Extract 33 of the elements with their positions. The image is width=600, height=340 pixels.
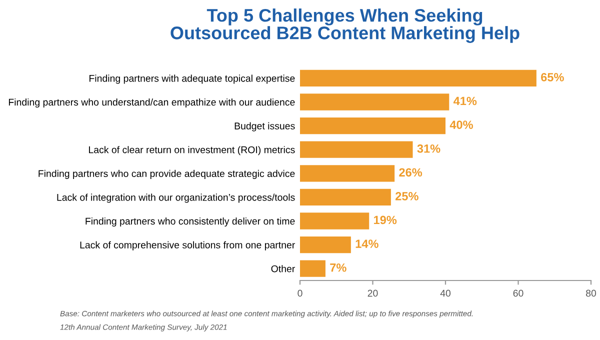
y-tick-label: Lack of integration with our organization’s process/tools: [57, 194, 295, 203]
data-label: 14%: [356, 240, 378, 248]
bar: [300, 165, 395, 182]
y-tick-label: Lack of comprehensive solutions from one partner: [80, 241, 295, 250]
bar: [300, 94, 450, 110]
y-tick-label: Finding partners who can provide adequate strategic advice: [38, 170, 295, 179]
y-tick-label: Other: [271, 265, 295, 272]
data-label: 25%: [396, 192, 418, 200]
data-label: 26%: [399, 168, 422, 177]
x-tick-label: 40: [440, 290, 451, 297]
data-label: 40%: [450, 120, 473, 129]
y-tick-label: Finding partners who understand/can empathize with our audience: [8, 98, 295, 108]
y-tick-label: Finding partners with adequate topical expertise: [90, 74, 295, 84]
x-tick-label: 80: [586, 290, 596, 297]
bar: [300, 188, 391, 206]
y-tick-label: Finding partners who consistently deliver on time: [86, 217, 295, 227]
y-tick-label: Budget issues: [234, 122, 295, 132]
x-tick-label: 20: [368, 290, 378, 297]
chart-title: Top 5 Challenges When Seeking Outsourced B2B Content Marketing Help: [170, 8, 520, 43]
bar: [300, 141, 413, 158]
data-label: 19%: [374, 216, 397, 224]
x-tick-label: 60: [513, 290, 524, 297]
data-label: 31%: [417, 144, 440, 153]
x-tick-label: 0: [298, 290, 302, 297]
data-label: 65%: [541, 73, 564, 82]
data-label: 41%: [453, 96, 477, 106]
data-label: 7%: [330, 263, 346, 272]
bar: [300, 212, 370, 230]
bar: [300, 117, 446, 134]
y-tick-label: Lack of clear return on investment (ROI) metrics: [89, 146, 295, 156]
bar: [300, 236, 351, 254]
bar: [300, 260, 326, 277]
bar: [300, 70, 536, 87]
